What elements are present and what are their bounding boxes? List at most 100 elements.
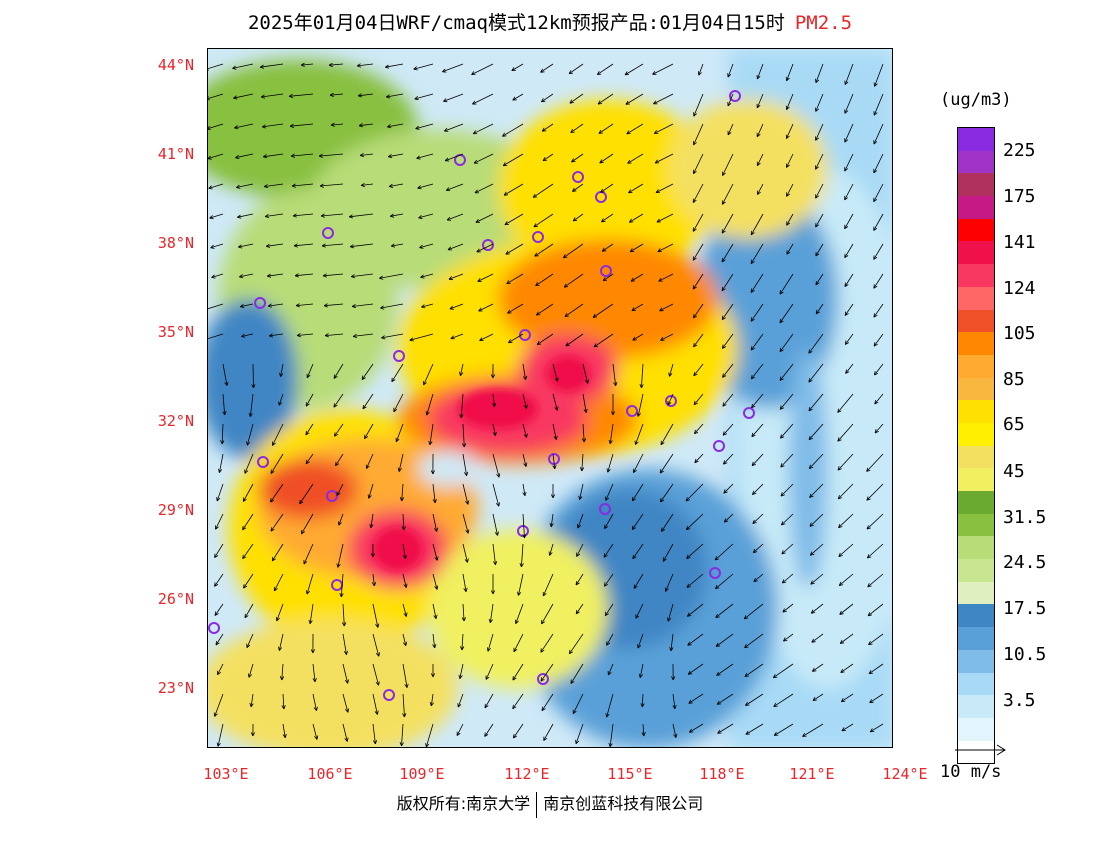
wind-arrow-icon	[802, 723, 824, 737]
wind-arrow-head	[722, 431, 725, 436]
wind-arrow-icon	[874, 63, 884, 87]
wind-arrow-head	[751, 432, 754, 437]
wind-arrow-icon	[841, 723, 854, 732]
wind-arrow-head	[236, 187, 241, 189]
wind-arrow-icon	[815, 153, 824, 170]
wind-arrow-icon	[390, 213, 404, 217]
wind-vector-field	[208, 62, 884, 747]
wind-arrow-head	[780, 494, 785, 497]
wind-arrow-head	[542, 159, 548, 162]
wind-arrow-icon	[306, 363, 314, 378]
wind-arrow-head	[371, 582, 375, 587]
wind-arrow-icon	[512, 663, 524, 681]
wind-arrow-head	[249, 413, 253, 418]
wind-arrow-icon	[815, 303, 824, 315]
wind-arrow-icon	[270, 483, 284, 503]
wind-arrow-icon	[518, 573, 524, 596]
wind-arrow-head	[811, 641, 816, 643]
wind-arrow-icon	[693, 333, 704, 348]
wind-arrow-head	[686, 612, 690, 617]
wind-arrow-head	[330, 122, 335, 126]
wind-arrow-head	[694, 460, 699, 464]
wind-arrow-icon	[389, 183, 404, 187]
wind-arrow-head	[344, 709, 349, 713]
wind-arrow-icon	[429, 423, 434, 445]
legend-swatch	[958, 309, 994, 333]
wind-arrow-icon	[289, 93, 314, 97]
wind-arrow-head	[786, 77, 790, 82]
wind-arrow-head	[343, 651, 347, 655]
wind-arrow-head	[278, 402, 283, 406]
wind-arrow-head	[420, 277, 425, 279]
wind-arrow-head	[838, 497, 843, 500]
wind-arrow-head	[844, 168, 849, 172]
wind-arrow-icon	[515, 603, 524, 624]
wind-arrow-icon	[637, 393, 644, 417]
wind-arrow-icon	[492, 543, 496, 565]
wind-arrow-icon	[743, 603, 764, 620]
wind-arrow-icon	[745, 693, 764, 706]
wind-arrow-head	[233, 97, 238, 100]
wind-arrow-head	[608, 672, 612, 676]
wind-arrow-head	[522, 376, 526, 381]
wind-arrow-head	[319, 183, 324, 187]
wind-arrow-head	[721, 286, 723, 291]
wind-arrow-head	[494, 532, 498, 536]
wind-arrow-head	[305, 432, 310, 436]
wind-arrow-head	[220, 440, 223, 445]
wind-arrow-icon	[552, 453, 556, 469]
wind-arrow-head	[693, 402, 698, 406]
wind-arrow-icon	[522, 393, 527, 409]
wind-arrow-icon	[694, 423, 704, 434]
wind-arrow-head	[292, 213, 297, 217]
wind-arrow-icon	[261, 93, 284, 98]
wind-arrow-icon	[306, 573, 314, 595]
wind-arrow-head	[550, 494, 554, 499]
lon-label-109e: 109°E	[399, 765, 445, 783]
wind-arrow-head	[281, 676, 285, 681]
wind-arrow-head	[809, 551, 813, 556]
wind-arrow-head	[433, 615, 437, 619]
wind-arrow-head	[722, 375, 727, 378]
wind-arrow-head	[815, 282, 820, 286]
wind-arrow-head	[629, 248, 633, 253]
wind-arrow-head	[579, 467, 583, 472]
wind-arrow-head	[626, 130, 630, 135]
wind-arrow-head	[572, 217, 576, 222]
wind-arrow-head	[563, 256, 568, 259]
wind-arrow-head	[552, 465, 556, 470]
wind-arrow-head	[873, 256, 878, 260]
wind-arrow-head	[278, 401, 280, 406]
wind-arrow-head	[779, 318, 781, 323]
wind-arrow-icon	[693, 393, 704, 406]
wind-arrow-head	[686, 554, 689, 559]
wind-arrow-head	[604, 583, 609, 587]
wind-arrow-head	[289, 125, 295, 128]
wind-arrow-icon	[357, 63, 374, 67]
wind-arrow-icon	[421, 303, 434, 308]
wind-arrow-icon	[782, 603, 794, 613]
wind-arrow-head	[722, 402, 725, 407]
wind-arrow-head	[716, 671, 719, 676]
wind-arrow-icon	[659, 453, 674, 474]
wind-arrow-icon	[333, 393, 344, 408]
footer-separator	[536, 791, 538, 818]
wind-scale-label: 10 m/s	[940, 762, 1002, 782]
wind-arrow-icon	[278, 393, 284, 406]
wind-arrow-head	[815, 108, 819, 112]
wind-arrow-icon	[810, 543, 824, 556]
wind-arrow-head	[533, 196, 538, 198]
wind-arrow-head	[533, 225, 538, 228]
wind-arrow-head	[841, 727, 845, 732]
wind-arrow-icon	[214, 543, 224, 558]
wind-arrow-icon	[572, 693, 584, 714]
wind-arrow-head	[432, 470, 435, 475]
wind-arrow-head	[839, 639, 843, 644]
wind-arrow-head	[243, 585, 248, 589]
wind-arrow-head	[540, 677, 542, 682]
wind-arrow-head	[375, 739, 378, 745]
wind-arrow-icon	[266, 243, 284, 247]
wind-arrow-head	[640, 703, 643, 708]
wind-arrow-icon	[535, 273, 554, 287]
wind-arrow-icon	[837, 393, 854, 413]
